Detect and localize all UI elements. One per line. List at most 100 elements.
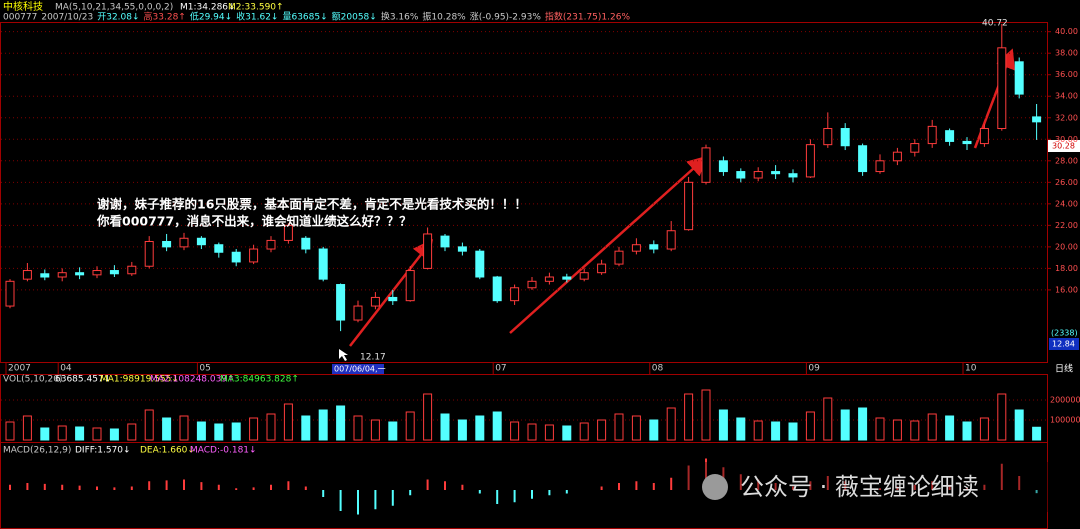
candle-body bbox=[336, 284, 346, 321]
candle-body bbox=[196, 237, 206, 246]
y-tick-label: 38.00 bbox=[1055, 49, 1078, 58]
arrow bbox=[349, 239, 434, 347]
candle-body bbox=[353, 305, 363, 321]
y-tick-label: 32.00 bbox=[1055, 113, 1078, 122]
volume-bar bbox=[997, 393, 1007, 441]
candle-body bbox=[701, 147, 711, 183]
legend: MACD:-0.181↓ bbox=[190, 446, 257, 456]
volume-bar bbox=[214, 423, 224, 441]
y-tick-label: 30.00 bbox=[1055, 135, 1078, 144]
candle-body bbox=[144, 240, 154, 267]
legend: DIFF:1.570↓ bbox=[75, 446, 131, 456]
volume-bar bbox=[405, 411, 415, 441]
annotation: 30.28 bbox=[1052, 142, 1075, 151]
y-tick-label: 34.00 bbox=[1055, 92, 1078, 101]
candle-body bbox=[75, 272, 85, 276]
candle-body bbox=[475, 250, 485, 278]
candle-body bbox=[1014, 61, 1024, 95]
annotation: 12.84 bbox=[1052, 340, 1075, 349]
y-tick-label: 100000 bbox=[1050, 416, 1080, 425]
candle-body bbox=[179, 237, 189, 248]
y-tick-label: 26.00 bbox=[1055, 178, 1078, 187]
volume-bar bbox=[249, 417, 259, 441]
volume-bar bbox=[353, 415, 363, 441]
volume-bar bbox=[318, 409, 328, 441]
watermark: 公众号 · 薇宝缠论细读 bbox=[740, 473, 979, 501]
candle-body bbox=[962, 140, 972, 145]
x-tick-label: 05 bbox=[199, 364, 210, 374]
candle-body bbox=[823, 128, 833, 146]
volume-bar bbox=[945, 415, 955, 441]
candle-body bbox=[283, 224, 293, 241]
candle-body bbox=[214, 244, 224, 253]
candle-body bbox=[736, 171, 746, 179]
candle-body bbox=[266, 239, 276, 250]
legend: 63685.457↓ bbox=[55, 375, 111, 385]
annotation: 你看000777，消息不出来，谁会知道业绩这么好？？？ bbox=[96, 214, 412, 229]
volume-bar bbox=[370, 419, 380, 441]
candle-body bbox=[805, 144, 815, 178]
volume-bar bbox=[631, 415, 641, 441]
info: 开32.08↓ bbox=[97, 12, 139, 23]
candle-body bbox=[997, 47, 1007, 130]
volume-bar bbox=[736, 417, 746, 441]
info: 000777 bbox=[3, 13, 37, 23]
volume-bar bbox=[597, 419, 607, 441]
cursor-box bbox=[332, 364, 384, 374]
info: 2007/10/23 bbox=[41, 13, 93, 23]
subtitle: MA(5,10,21,34,55,0,0,0,2) bbox=[55, 3, 173, 13]
cursor bbox=[339, 349, 348, 361]
x-tick-label: 04 bbox=[60, 364, 72, 374]
candle-body bbox=[718, 160, 728, 173]
legend: MA2:108248.039↑ bbox=[150, 375, 235, 385]
candle-body bbox=[109, 270, 119, 275]
candle-body bbox=[875, 160, 885, 173]
volume-bar bbox=[510, 421, 520, 441]
title: 中核科技 bbox=[3, 0, 43, 13]
candle-body bbox=[771, 171, 781, 175]
candle-body bbox=[22, 270, 32, 280]
candle-body bbox=[597, 263, 607, 274]
y-tick-label: 200000 bbox=[1050, 396, 1080, 405]
volume-bar bbox=[440, 413, 450, 441]
volume-bar bbox=[962, 421, 972, 441]
volume-bar bbox=[40, 427, 50, 441]
x-tick-label: 09 bbox=[808, 364, 820, 374]
volume-bar bbox=[910, 420, 920, 441]
info: 收31.62↓ bbox=[236, 11, 278, 23]
candle-body bbox=[840, 128, 850, 147]
candle-body bbox=[457, 246, 467, 252]
volume-bar bbox=[92, 427, 102, 441]
volume-bar bbox=[892, 419, 902, 441]
volume-bar bbox=[266, 413, 276, 441]
candle-body bbox=[162, 240, 172, 248]
low-label: 12.17 bbox=[360, 353, 386, 363]
volume-bar bbox=[649, 419, 659, 441]
volume-bar bbox=[283, 403, 293, 441]
candle-body bbox=[57, 272, 67, 278]
volume-bar bbox=[475, 415, 485, 441]
candle-body bbox=[979, 128, 989, 145]
candle-body bbox=[579, 272, 589, 280]
candle-body bbox=[40, 273, 50, 278]
volume-bar bbox=[57, 425, 67, 441]
annotation: 谢谢，妹子推荐的16只股票，基本面肯定不差，肯定不是光看技术买的！！！ bbox=[97, 197, 527, 212]
volume-bar bbox=[179, 415, 189, 441]
volume-bar bbox=[614, 413, 624, 441]
title: VOL(5,10,20) bbox=[3, 375, 62, 385]
volume-bar bbox=[527, 423, 537, 441]
candle-body bbox=[649, 244, 659, 250]
volume-bar bbox=[858, 407, 868, 441]
candle-body bbox=[858, 145, 868, 173]
candle-body bbox=[945, 130, 955, 142]
y-tick-label: 18.00 bbox=[1055, 264, 1078, 273]
info: 指数(231.75)1.26% bbox=[545, 11, 631, 23]
candle-body bbox=[684, 181, 694, 231]
legend: MA3:84963.828↑ bbox=[220, 375, 299, 385]
volume-bar bbox=[544, 424, 554, 441]
volume-bar bbox=[196, 421, 206, 441]
volume-bar bbox=[457, 419, 467, 441]
y-tick-label: 24.00 bbox=[1055, 199, 1078, 208]
arrow bbox=[509, 155, 708, 334]
